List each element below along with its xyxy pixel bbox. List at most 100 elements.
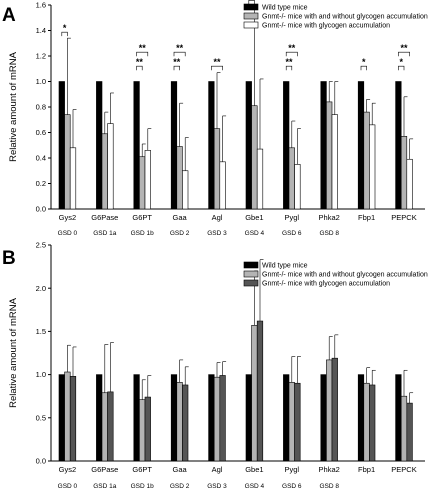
- significance-bracket: [285, 65, 293, 71]
- x-tick-label: G6Pase: [91, 213, 118, 222]
- legend-label: Gnmt-/- mice with and without glycogen a…: [262, 272, 428, 279]
- x-sublabel: GSD 1b: [131, 483, 155, 490]
- x-sublabel: GSD 6: [282, 483, 302, 490]
- significance-bracket: [136, 51, 149, 57]
- significance-bracket: [398, 51, 410, 57]
- significance-label: **: [400, 43, 408, 53]
- bar: [283, 81, 290, 210]
- bar: [357, 374, 365, 462]
- bar: [58, 374, 65, 462]
- bar: [245, 81, 252, 210]
- y-axis-label: Relative amount of mRNA: [8, 51, 19, 161]
- legend-swatch: [243, 21, 259, 29]
- bar: [395, 81, 402, 210]
- bar: [369, 124, 376, 210]
- x-sublabel: GSD 1b: [131, 230, 155, 237]
- bar: [182, 384, 189, 462]
- x-tick-label: Fbp1: [358, 465, 375, 474]
- y-tick-label: 2.5: [36, 241, 46, 250]
- x-tick-label: Pygl: [285, 465, 300, 474]
- significance-label: *: [63, 23, 67, 33]
- x-tick-label: PEPCK: [391, 465, 416, 474]
- x-tick-label: Phka2: [319, 213, 340, 222]
- bar: [294, 382, 301, 462]
- significance-label: *: [362, 57, 366, 67]
- x-tick-label: PEPCK: [391, 213, 416, 222]
- y-tick-label: 0.8: [36, 103, 46, 112]
- legend-swatch: [243, 3, 259, 11]
- bar: [256, 148, 264, 210]
- bar: [176, 146, 183, 210]
- bar: [133, 374, 140, 462]
- significance-bracket: [285, 51, 298, 57]
- bar: [357, 81, 365, 210]
- bar: [144, 396, 151, 462]
- x-sublabel: GSD 8: [319, 230, 339, 237]
- legend-swatch: [243, 270, 259, 278]
- bar: [208, 81, 215, 210]
- bar: [213, 376, 221, 462]
- significance-label: **: [288, 43, 296, 53]
- y-tick-label: 0.5: [36, 413, 46, 422]
- y-tick-label: 0.0: [36, 457, 46, 466]
- x-tick-label: Phka2: [319, 465, 340, 474]
- x-tick-label: Gbe1: [245, 213, 263, 222]
- bar: [395, 374, 402, 462]
- legend-label: Wild type mice: [262, 5, 308, 12]
- bar: [406, 158, 413, 210]
- y-tick-label: 1.6: [36, 1, 46, 10]
- bar: [107, 123, 114, 210]
- significance-label: **: [213, 57, 221, 67]
- significance-bracket: [173, 51, 186, 57]
- x-tick-label: Fbp1: [358, 213, 375, 222]
- bar: [283, 374, 290, 462]
- panel-a: A 0.0 0.2 0.4 0.6 0.8 1.0 1.2 1.4 1.6 Relative amo…: [2, 0, 428, 237]
- bar: [101, 133, 108, 210]
- x-sublabel: GSD 8: [319, 483, 339, 490]
- bar: [369, 384, 376, 462]
- bar: [170, 81, 178, 210]
- legend-swatch: [243, 261, 259, 269]
- bar: [96, 81, 103, 210]
- significance-bracket: [211, 65, 223, 71]
- bar: [139, 399, 146, 462]
- bar: [400, 395, 408, 462]
- bar: [406, 402, 413, 462]
- panel-letter: A: [2, 5, 16, 26]
- x-tick-label: G6Pase: [91, 465, 118, 474]
- significance-bracket: [398, 65, 405, 71]
- x-tick-label: Gaa: [173, 465, 188, 474]
- significance-label: *: [250, 0, 254, 1]
- bar: [133, 81, 140, 210]
- significance-bracket: [136, 65, 143, 71]
- bar: [320, 374, 327, 462]
- bar: [251, 105, 258, 210]
- x-sublabel: GSD 1a: [93, 483, 117, 490]
- x-sublabel: GSD 2: [170, 483, 190, 490]
- significance-label: **: [173, 57, 181, 67]
- bar: [288, 147, 295, 210]
- x-sublabel: GSD 4: [245, 230, 265, 237]
- y-tick-label: 0.4: [36, 154, 46, 163]
- bar: [64, 114, 71, 210]
- bar: [64, 371, 71, 462]
- bar: [176, 382, 183, 462]
- panel-letter: B: [2, 248, 16, 269]
- legend-label: Wild type mice: [262, 263, 308, 270]
- bar: [69, 147, 77, 210]
- bar: [288, 382, 295, 462]
- y-tick-label: 1.4: [36, 26, 46, 35]
- y-tick-label: 1.0: [36, 370, 46, 379]
- significance-bracket: [360, 65, 367, 71]
- legend-swatch: [243, 12, 259, 20]
- x-tick-label: Agl: [212, 465, 223, 474]
- legend-label: Gnmt-/- mice with glycogen accumulation: [262, 281, 390, 288]
- y-tick-label: 1.2: [36, 52, 46, 61]
- bar: [96, 374, 103, 462]
- bar: [219, 375, 226, 462]
- x-sublabel: GSD 1a: [93, 230, 117, 237]
- bar: [363, 111, 370, 210]
- bar: [245, 374, 252, 462]
- significance-label: **: [176, 43, 184, 53]
